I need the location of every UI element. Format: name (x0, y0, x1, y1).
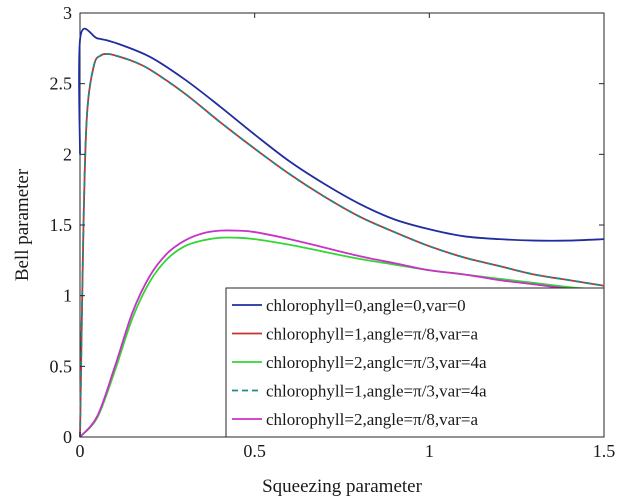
x-axis-title: Squeezing parameter (262, 476, 423, 497)
x-tick-label: 0.5 (243, 441, 266, 461)
legend-item: chlorophyll=1,angle=π/3,var=4a (232, 382, 487, 401)
legend: chlorophyll=0,angle=0,var=0 chlorophyll=1… (225, 287, 605, 438)
series-line-1 (78, 27, 605, 242)
y-axis-title: Bell parameter (12, 168, 33, 281)
y-tick-label: 3 (63, 3, 72, 23)
legend-item: chlorophyll=2,anglc=π/3,var=4a (232, 353, 487, 372)
x-tick-label: 1 (425, 441, 434, 461)
y-tick-label: 1.5 (50, 215, 73, 235)
y-tick-label: 2 (63, 144, 72, 164)
legend-item: chlorophyll=0,angle=0,var=0 (232, 296, 466, 315)
legend-item: chlorophyll=2,angle=π/8,var=a (232, 410, 478, 429)
legend-label: chlorophyll=2,angle=π/8,var=a (266, 410, 478, 429)
legend-label: chlorophyll=1,angle=π/3,var=4a (266, 382, 487, 401)
x-tick-label: 1.5 (593, 441, 616, 461)
y-tick-label: 0 (63, 427, 72, 447)
x-tick-label: 0 (76, 441, 85, 461)
y-tick-label: 2.5 (50, 74, 73, 94)
y-tick-label: 1 (63, 286, 72, 306)
series-line-5 (79, 229, 605, 438)
legend-label: chlorophyll=0,angle=0,var=0 (266, 296, 466, 315)
legend-item: chlorophyll=1,angle=π/8,var=a (232, 325, 478, 344)
legend-box (225, 287, 605, 438)
legend-items: chlorophyll=0,angle=0,var=0 chlorophyll=1… (232, 296, 487, 429)
series-layer (78, 27, 605, 438)
legend-label: chlorophyll=2,anglc=π/3,var=4a (266, 353, 487, 372)
legend-label: chlorophyll=1,angle=π/8,var=a (266, 325, 478, 344)
y-tick-label: 0.5 (50, 356, 73, 376)
series-line-4 (79, 53, 605, 438)
series-line-3 (79, 236, 605, 438)
